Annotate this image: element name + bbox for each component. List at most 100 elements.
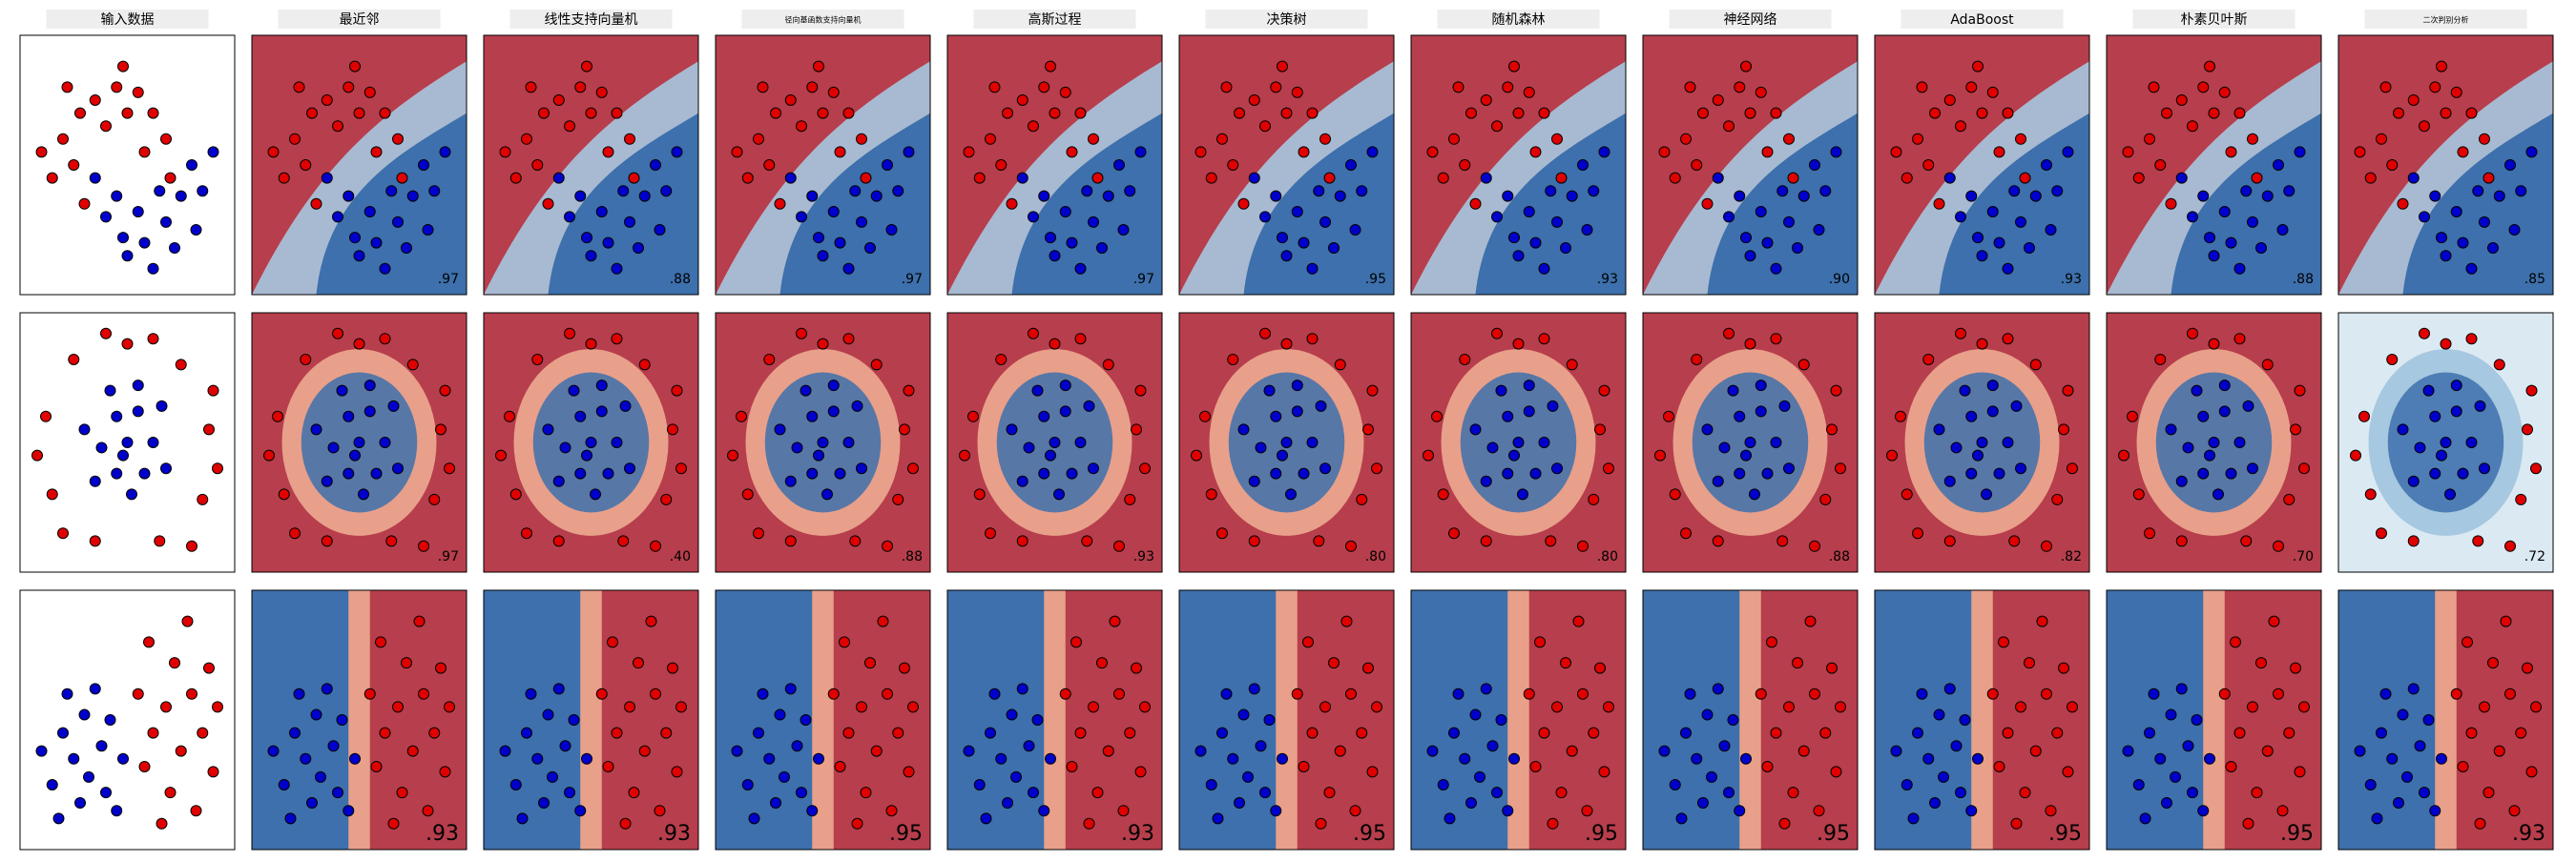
data-point bbox=[2364, 488, 2377, 501]
data-point bbox=[1205, 779, 1217, 790]
data-point bbox=[2154, 159, 2167, 171]
data-point bbox=[1922, 752, 1935, 765]
data-point bbox=[2015, 462, 2026, 475]
panel-frame bbox=[1178, 34, 1395, 296]
data-point bbox=[2242, 817, 2254, 830]
data-point bbox=[1242, 770, 1254, 783]
data-point bbox=[1783, 462, 1795, 475]
data-point bbox=[203, 662, 215, 674]
data-point bbox=[310, 197, 322, 210]
data-point bbox=[611, 437, 623, 448]
data-point bbox=[1491, 211, 1503, 223]
data-point bbox=[1723, 120, 1735, 133]
decision-region bbox=[1643, 590, 1858, 850]
data-point bbox=[581, 232, 592, 244]
data-point bbox=[1291, 205, 1303, 217]
data-point bbox=[1749, 488, 1760, 501]
score-label: .93 bbox=[2061, 272, 2082, 287]
data-point bbox=[1102, 745, 1114, 757]
data-point bbox=[353, 250, 365, 262]
data-point bbox=[903, 766, 915, 778]
data-point bbox=[1603, 701, 1614, 713]
data-point bbox=[521, 133, 532, 145]
data-point bbox=[61, 81, 73, 93]
data-point bbox=[1356, 493, 1368, 505]
data-point bbox=[2132, 488, 2145, 501]
data-point bbox=[2457, 760, 2469, 772]
data-point bbox=[1074, 437, 1087, 448]
data-point bbox=[2407, 535, 2420, 547]
data-point bbox=[1502, 190, 1514, 202]
data-point bbox=[581, 60, 592, 72]
region-blue bbox=[2171, 113, 2321, 295]
data-point bbox=[552, 535, 565, 547]
data-point bbox=[1088, 462, 1099, 475]
decision-region bbox=[947, 35, 1162, 295]
data-point bbox=[2154, 752, 2167, 765]
panel-frame bbox=[19, 312, 236, 573]
data-point bbox=[1002, 107, 1013, 119]
panel: .93 bbox=[2337, 589, 2554, 851]
data-point bbox=[784, 172, 797, 184]
data-point bbox=[590, 488, 601, 501]
data-point bbox=[1234, 797, 1245, 810]
data-point bbox=[796, 787, 807, 799]
region-blue bbox=[2402, 113, 2553, 295]
data-point bbox=[1074, 727, 1087, 739]
data-point bbox=[1298, 760, 1310, 772]
data-point bbox=[1933, 197, 1945, 210]
data-point bbox=[2233, 107, 2246, 119]
data-point bbox=[100, 327, 112, 339]
column-title: 决策树 bbox=[1267, 11, 1307, 28]
data-point bbox=[1465, 107, 1477, 119]
data-point bbox=[882, 159, 893, 171]
score-label: .95 bbox=[2048, 822, 2082, 846]
data-point bbox=[1912, 133, 1923, 145]
data-point bbox=[1113, 159, 1125, 171]
data-point bbox=[1755, 86, 1767, 98]
data-point bbox=[851, 400, 863, 412]
data-point bbox=[1545, 185, 1557, 197]
data-point bbox=[774, 423, 786, 436]
data-point bbox=[585, 250, 597, 262]
data-point bbox=[1770, 437, 1782, 448]
data-point bbox=[138, 146, 151, 158]
data-point bbox=[907, 462, 919, 475]
data-point bbox=[375, 636, 386, 648]
data-point bbox=[842, 107, 855, 119]
data-point bbox=[1783, 216, 1795, 228]
data-point bbox=[353, 338, 365, 350]
panel: .85 bbox=[2337, 34, 2554, 296]
data-point bbox=[1220, 688, 1233, 700]
data-point bbox=[1998, 636, 2009, 648]
data-point bbox=[1313, 185, 1325, 197]
data-point bbox=[364, 380, 376, 392]
score-label: .97 bbox=[438, 272, 459, 287]
data-point bbox=[1566, 359, 1578, 371]
data-point bbox=[2429, 805, 2441, 817]
data-point bbox=[1955, 211, 1966, 223]
data-point bbox=[370, 760, 383, 772]
data-point bbox=[117, 449, 129, 462]
data-point bbox=[985, 527, 996, 540]
data-point bbox=[1819, 493, 1832, 505]
data-point bbox=[160, 216, 172, 228]
data-point bbox=[321, 535, 333, 547]
data-point bbox=[2067, 462, 2078, 475]
data-point bbox=[1102, 190, 1114, 202]
panel: .72 bbox=[2337, 312, 2554, 573]
data-point bbox=[2041, 540, 2052, 552]
data-point bbox=[2230, 636, 2241, 648]
data-point bbox=[1986, 86, 1999, 98]
panel-frame bbox=[483, 312, 699, 573]
data-point bbox=[2233, 437, 2246, 448]
score-label: .95 bbox=[1585, 822, 1618, 846]
data-point bbox=[349, 752, 361, 765]
data-point bbox=[892, 185, 904, 197]
data-point bbox=[300, 159, 312, 171]
data-point bbox=[370, 467, 383, 480]
data-point bbox=[2247, 701, 2258, 713]
data-point bbox=[1955, 120, 1966, 133]
data-point bbox=[1248, 683, 1260, 695]
data-point bbox=[1426, 146, 1439, 158]
